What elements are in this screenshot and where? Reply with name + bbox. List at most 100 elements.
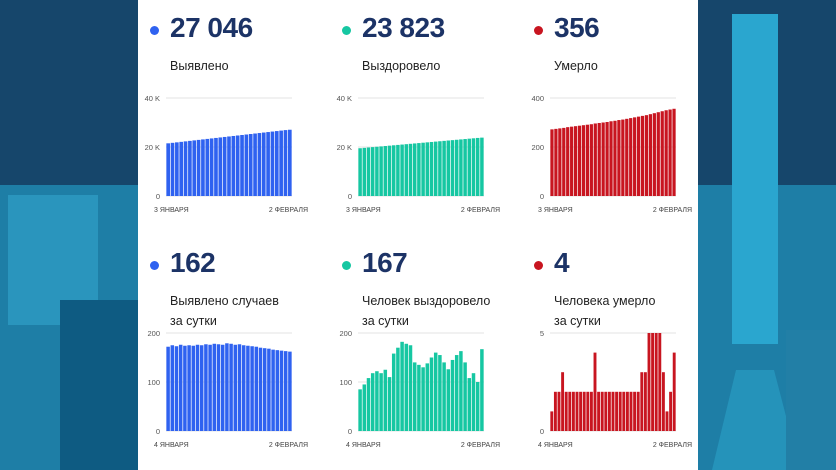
y-tick-label: 0 xyxy=(348,427,352,436)
stat-card: 4 Человека умерло за сутки 0 5 4 ЯНВАРЯ 2 ФЕВР… xyxy=(522,235,708,470)
bar xyxy=(253,133,257,196)
bar xyxy=(597,391,601,431)
bar xyxy=(246,345,250,431)
y-tick-label: 200 xyxy=(147,329,160,338)
bar xyxy=(383,369,388,431)
y-tick-label: 200 xyxy=(339,329,352,338)
bullet-dot-icon xyxy=(342,26,351,35)
bar xyxy=(629,118,633,196)
stat-label-line: Умерло xyxy=(554,59,598,73)
bar xyxy=(208,344,212,431)
bar xyxy=(279,130,283,196)
bar xyxy=(467,378,472,431)
bar xyxy=(577,125,582,196)
bar xyxy=(442,140,446,196)
bar xyxy=(375,146,379,196)
bar xyxy=(604,391,608,431)
bar xyxy=(611,391,615,431)
bar xyxy=(454,139,459,196)
y-tick-label: 5 xyxy=(540,329,544,338)
stat-card: 27 046 Выявлено 0 20 K 40 K 3 ЯНВАРЯ 2 ФЕВРАЛЯ xyxy=(138,0,324,235)
y-tick-label: 0 xyxy=(156,192,160,201)
stat-label-line: Выздоровело xyxy=(362,59,441,73)
bar xyxy=(400,341,404,431)
bar xyxy=(475,382,480,431)
bar xyxy=(183,141,188,196)
bar xyxy=(199,345,204,431)
bar xyxy=(640,115,645,196)
x-tick-label-start: 4 ЯНВАРЯ xyxy=(346,442,381,449)
bar xyxy=(668,109,672,196)
bar xyxy=(647,333,651,431)
bar xyxy=(459,351,463,431)
bar xyxy=(362,147,367,196)
bar xyxy=(480,349,484,431)
bar xyxy=(459,139,463,196)
bar xyxy=(429,357,434,431)
x-tick-label-start: 3 ЯНВАРЯ xyxy=(154,207,189,214)
x-tick-label-start: 4 ЯНВАРЯ xyxy=(154,442,189,449)
stat-label: Выздоровело xyxy=(362,56,522,76)
y-tick-label: 20 K xyxy=(145,143,160,152)
stat-card: 356 Умерло 0 200 400 3 ЯНВАРЯ 2 ФЕВРАЛЯ xyxy=(522,0,708,235)
bar xyxy=(573,126,578,196)
bar xyxy=(258,347,263,431)
bar xyxy=(404,144,409,196)
stat-label: Человека умерло за сутки xyxy=(554,291,714,331)
bar xyxy=(633,391,637,431)
x-tick-label-end: 2 ФЕВРАЛЯ xyxy=(461,442,500,449)
stat-label-line: Человека умерло xyxy=(554,294,656,308)
bar xyxy=(636,391,640,431)
bar xyxy=(581,125,586,196)
bar xyxy=(550,129,554,196)
stat-label: Умерло xyxy=(554,56,714,76)
bar xyxy=(621,119,625,196)
stat-value: 162 xyxy=(170,247,216,278)
bar xyxy=(629,391,633,431)
x-tick-label-start: 4 ЯНВАРЯ xyxy=(538,442,573,449)
bar xyxy=(279,350,284,431)
bar xyxy=(421,367,425,431)
bar xyxy=(597,122,601,196)
bar xyxy=(396,144,400,196)
y-tick-label: 0 xyxy=(156,427,160,436)
bar xyxy=(366,147,371,196)
x-tick-label-end: 2 ФЕВРАЛЯ xyxy=(269,442,308,449)
bar xyxy=(609,121,613,196)
x-tick-label-end: 2 ФЕВРАЛЯ xyxy=(653,207,692,214)
bar xyxy=(585,124,590,196)
bar xyxy=(270,131,275,196)
bar xyxy=(605,122,609,196)
bar xyxy=(233,344,238,431)
bar xyxy=(589,391,593,431)
bar xyxy=(607,391,611,431)
bar xyxy=(438,141,442,196)
bar xyxy=(564,391,568,431)
bar xyxy=(570,126,574,196)
bar xyxy=(267,348,271,431)
bar xyxy=(654,333,658,431)
bar xyxy=(227,136,231,196)
bar xyxy=(568,391,572,431)
stat-label: Выявлено xyxy=(170,56,330,76)
bar xyxy=(391,353,396,431)
bar xyxy=(195,344,200,431)
bar xyxy=(446,140,451,196)
x-tick-label-start: 3 ЯНВАРЯ xyxy=(346,207,381,214)
bar xyxy=(192,140,197,196)
bar xyxy=(640,372,644,431)
bar xyxy=(480,137,484,196)
bar xyxy=(467,138,472,196)
bar xyxy=(229,343,233,431)
bar xyxy=(261,132,266,196)
stat-label-line: за сутки xyxy=(554,314,601,328)
bar xyxy=(209,138,214,196)
bar-chart: 0 100 200 4 ЯНВАРЯ 2 ФЕВРАЛЯ xyxy=(147,329,308,449)
bullet-dot-icon xyxy=(150,26,159,35)
bar xyxy=(550,411,554,431)
bar xyxy=(170,345,175,431)
bar xyxy=(175,142,179,196)
stat-label-line: Выявлено случаев xyxy=(170,294,279,308)
bar xyxy=(622,391,626,431)
bar xyxy=(370,147,375,196)
